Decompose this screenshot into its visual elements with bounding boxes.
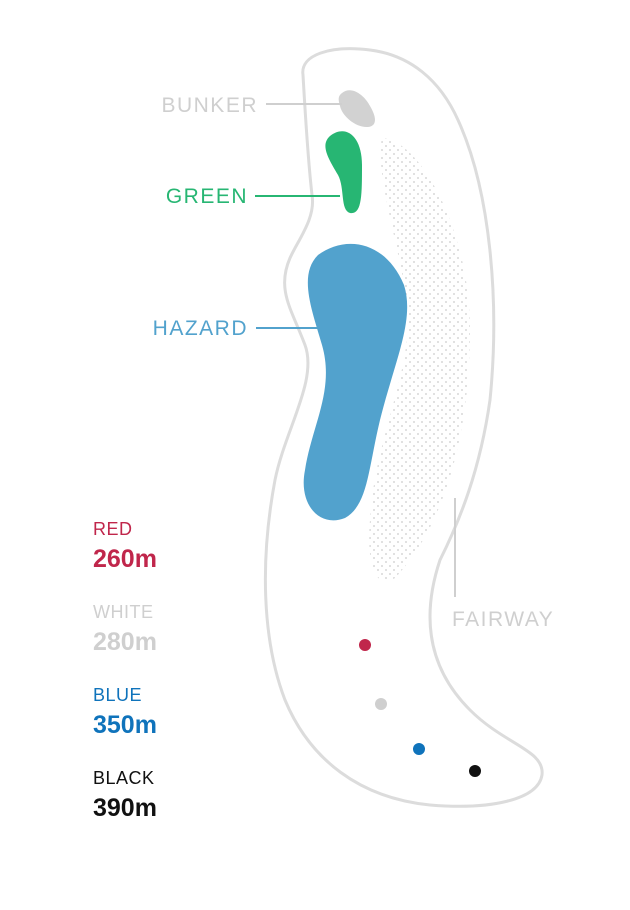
blue-tee-marker [413, 743, 425, 755]
green-label: GREEN [166, 185, 248, 208]
tee-black: BLACK 390m [93, 767, 293, 823]
tee-blue: BLUE 350m [93, 684, 293, 740]
white-tee-marker [375, 698, 387, 710]
tee-red: RED 260m [93, 518, 293, 574]
hazard-shape [303, 243, 408, 521]
red-tee-marker [359, 639, 371, 651]
tee-blue-distance: 350m [93, 711, 157, 739]
bunker-label: BUNKER [161, 94, 258, 117]
tee-white-distance: 280m [93, 628, 157, 656]
tee-red-name: RED [93, 519, 133, 539]
black-tee-marker [469, 765, 481, 777]
tee-legend: RED 260m WHITE 280m BLUE 350m BLACK 390m [93, 518, 293, 823]
tee-red-distance: 260m [93, 545, 157, 573]
fairway-area [369, 138, 470, 582]
tee-black-name: BLACK [93, 768, 155, 788]
tee-white: WHITE 280m [93, 601, 293, 657]
bunker-shape [338, 90, 375, 128]
hazard-label: HAZARD [153, 317, 248, 340]
tee-black-distance: 390m [93, 794, 157, 822]
green-shape [325, 131, 362, 214]
fairway-label: FAIRWAY [452, 608, 554, 631]
tee-blue-name: BLUE [93, 685, 143, 705]
tee-white-name: WHITE [93, 602, 154, 622]
